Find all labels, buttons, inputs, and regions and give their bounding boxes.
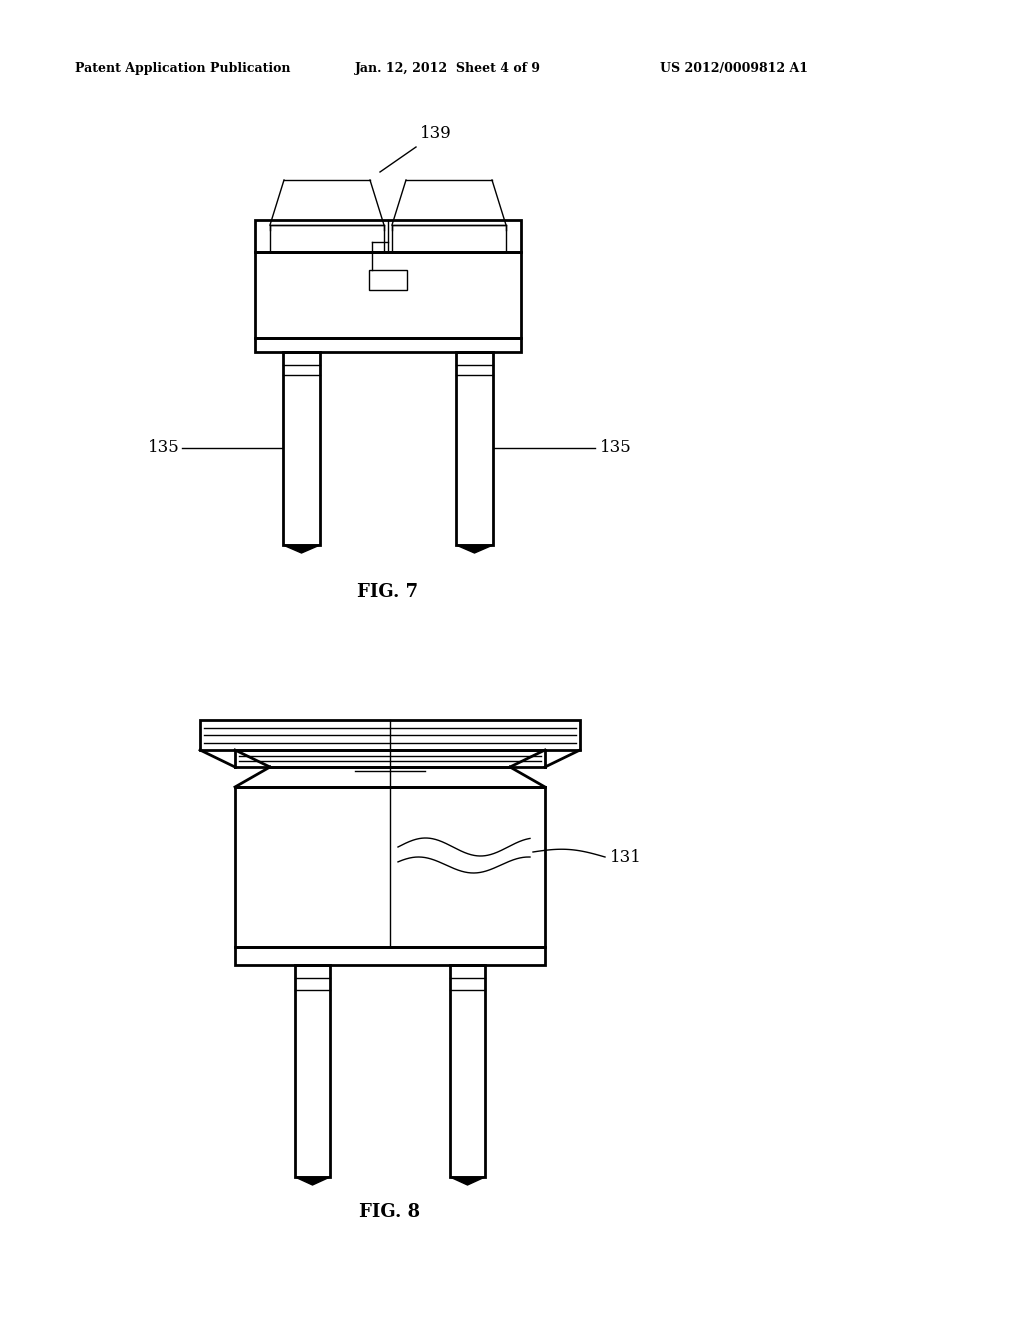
- Polygon shape: [456, 545, 493, 553]
- Bar: [270, 224, 384, 252]
- Bar: [255, 220, 521, 252]
- Bar: [450, 965, 485, 1177]
- Bar: [234, 946, 545, 965]
- Bar: [456, 352, 493, 545]
- Bar: [200, 719, 580, 750]
- Bar: [255, 252, 521, 338]
- Bar: [392, 224, 506, 252]
- Text: FIG. 7: FIG. 7: [357, 583, 419, 601]
- Polygon shape: [450, 1177, 485, 1185]
- Text: Patent Application Publication: Patent Application Publication: [75, 62, 291, 75]
- Bar: [295, 965, 330, 1177]
- Polygon shape: [283, 545, 319, 553]
- Bar: [234, 787, 545, 946]
- Text: FIG. 8: FIG. 8: [359, 1203, 421, 1221]
- Text: US 2012/0009812 A1: US 2012/0009812 A1: [660, 62, 808, 75]
- Text: 135: 135: [600, 440, 632, 457]
- Text: 139: 139: [420, 125, 452, 143]
- Bar: [255, 338, 521, 352]
- Text: 131: 131: [610, 849, 642, 866]
- Bar: [283, 352, 319, 545]
- Bar: [369, 271, 407, 290]
- Text: 135: 135: [148, 440, 180, 457]
- Text: Jan. 12, 2012  Sheet 4 of 9: Jan. 12, 2012 Sheet 4 of 9: [355, 62, 541, 75]
- Polygon shape: [295, 1177, 330, 1185]
